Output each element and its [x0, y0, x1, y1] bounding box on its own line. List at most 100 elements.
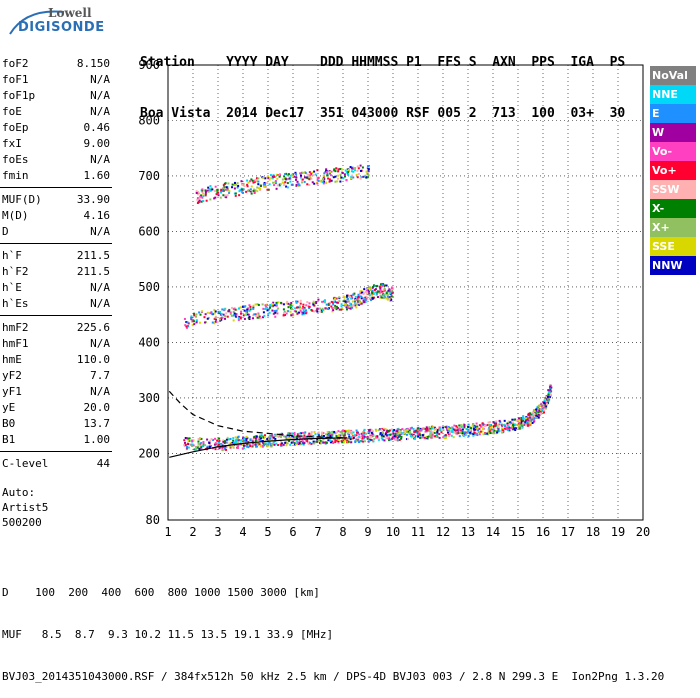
echo-point [200, 442, 203, 445]
echo-point [359, 177, 362, 180]
echo-point [281, 432, 284, 435]
echo-point [410, 436, 413, 439]
echo-point [507, 425, 510, 428]
echo-point [322, 441, 325, 444]
echo-point [458, 427, 461, 430]
echo-point [297, 443, 300, 446]
echo-point [418, 430, 421, 433]
echo-point [526, 418, 529, 421]
x-tick-label: 18 [586, 525, 600, 539]
echo-point [269, 306, 272, 309]
echo-point [259, 439, 262, 442]
echo-point [322, 308, 325, 311]
echo-point [285, 185, 288, 188]
echo-point [264, 183, 267, 186]
y-tick-label: 800 [138, 113, 160, 127]
auto-version: 500200 [2, 516, 42, 529]
echo-point [321, 433, 324, 436]
echo-point [334, 170, 337, 173]
echo-point [351, 174, 354, 177]
echo-point [270, 177, 273, 180]
echo-point [287, 306, 290, 309]
echo-point [352, 431, 355, 434]
echo-point [452, 428, 455, 431]
echo-point [419, 436, 422, 439]
echo-point [371, 297, 374, 300]
echo-point [317, 298, 320, 301]
echo-point [247, 313, 250, 316]
echo-point [304, 171, 307, 174]
echo-point [289, 303, 292, 306]
echo-point [338, 300, 341, 303]
echo-point [284, 441, 287, 444]
echo-point [451, 430, 454, 433]
polarization-legend: NoVal NNE E W Vo- Vo+ SSW X- X+ SSE NNW [650, 66, 696, 275]
param-row-yf2: yF2 7.7 [2, 368, 110, 384]
echo-point [436, 429, 439, 432]
echo-point [397, 432, 400, 435]
echo-point [312, 440, 315, 443]
echo-point [346, 439, 349, 442]
echo-point [362, 299, 365, 302]
echo-point [431, 427, 434, 430]
echo-point [243, 185, 246, 188]
echo-point [350, 177, 353, 180]
echo-point [316, 308, 319, 311]
echo-point [363, 428, 366, 431]
echo-point [535, 416, 538, 419]
echo-point [186, 442, 189, 445]
echo-point [225, 438, 228, 441]
echo-point [251, 438, 254, 441]
echo-point [325, 303, 328, 306]
echo-point [252, 181, 255, 184]
param-label: B1 [2, 433, 16, 446]
echo-point [347, 168, 350, 171]
echo-point [196, 197, 199, 200]
echo-point [537, 407, 540, 410]
echo-point [544, 402, 547, 405]
echo-point [316, 176, 319, 179]
echo-point [320, 441, 323, 444]
echo-point [312, 300, 315, 303]
echo-point [360, 290, 363, 293]
echo-point [206, 317, 209, 320]
echo-point [292, 436, 295, 439]
echo-point [383, 427, 386, 430]
echo-point [242, 437, 245, 440]
echo-point [275, 304, 278, 307]
echo-point [359, 440, 362, 443]
echo-point [495, 430, 498, 433]
echo-point [427, 429, 430, 432]
echo-point [267, 443, 270, 446]
echo-point [474, 428, 477, 431]
echo-point [390, 295, 393, 298]
param-row-fof1p: foF1p N/A [2, 88, 110, 104]
echo-point [303, 176, 306, 179]
echo-point [499, 420, 502, 423]
echo-point [406, 438, 409, 441]
echo-point [431, 425, 434, 428]
echo-point [222, 440, 225, 443]
echo-point [195, 445, 198, 448]
echo-point [277, 434, 280, 437]
echo-point [446, 428, 449, 431]
echo-point [264, 434, 267, 437]
echo-point [284, 172, 287, 175]
echo-point [271, 434, 274, 437]
echo-point [183, 444, 186, 447]
param-label: h`F [2, 249, 22, 262]
echo-point [367, 168, 370, 171]
echo-point [318, 435, 321, 438]
echo-point [199, 195, 202, 198]
echo-point [406, 427, 409, 430]
param-label: hmE [2, 353, 22, 366]
echo-point [354, 440, 357, 443]
echo-point [250, 178, 253, 181]
echo-point [350, 296, 353, 299]
echo-point [464, 433, 467, 436]
echo-point [306, 440, 309, 443]
echo-point [387, 437, 390, 440]
echo-point [195, 191, 198, 194]
echo-point [250, 185, 253, 188]
echo-point [545, 396, 548, 399]
